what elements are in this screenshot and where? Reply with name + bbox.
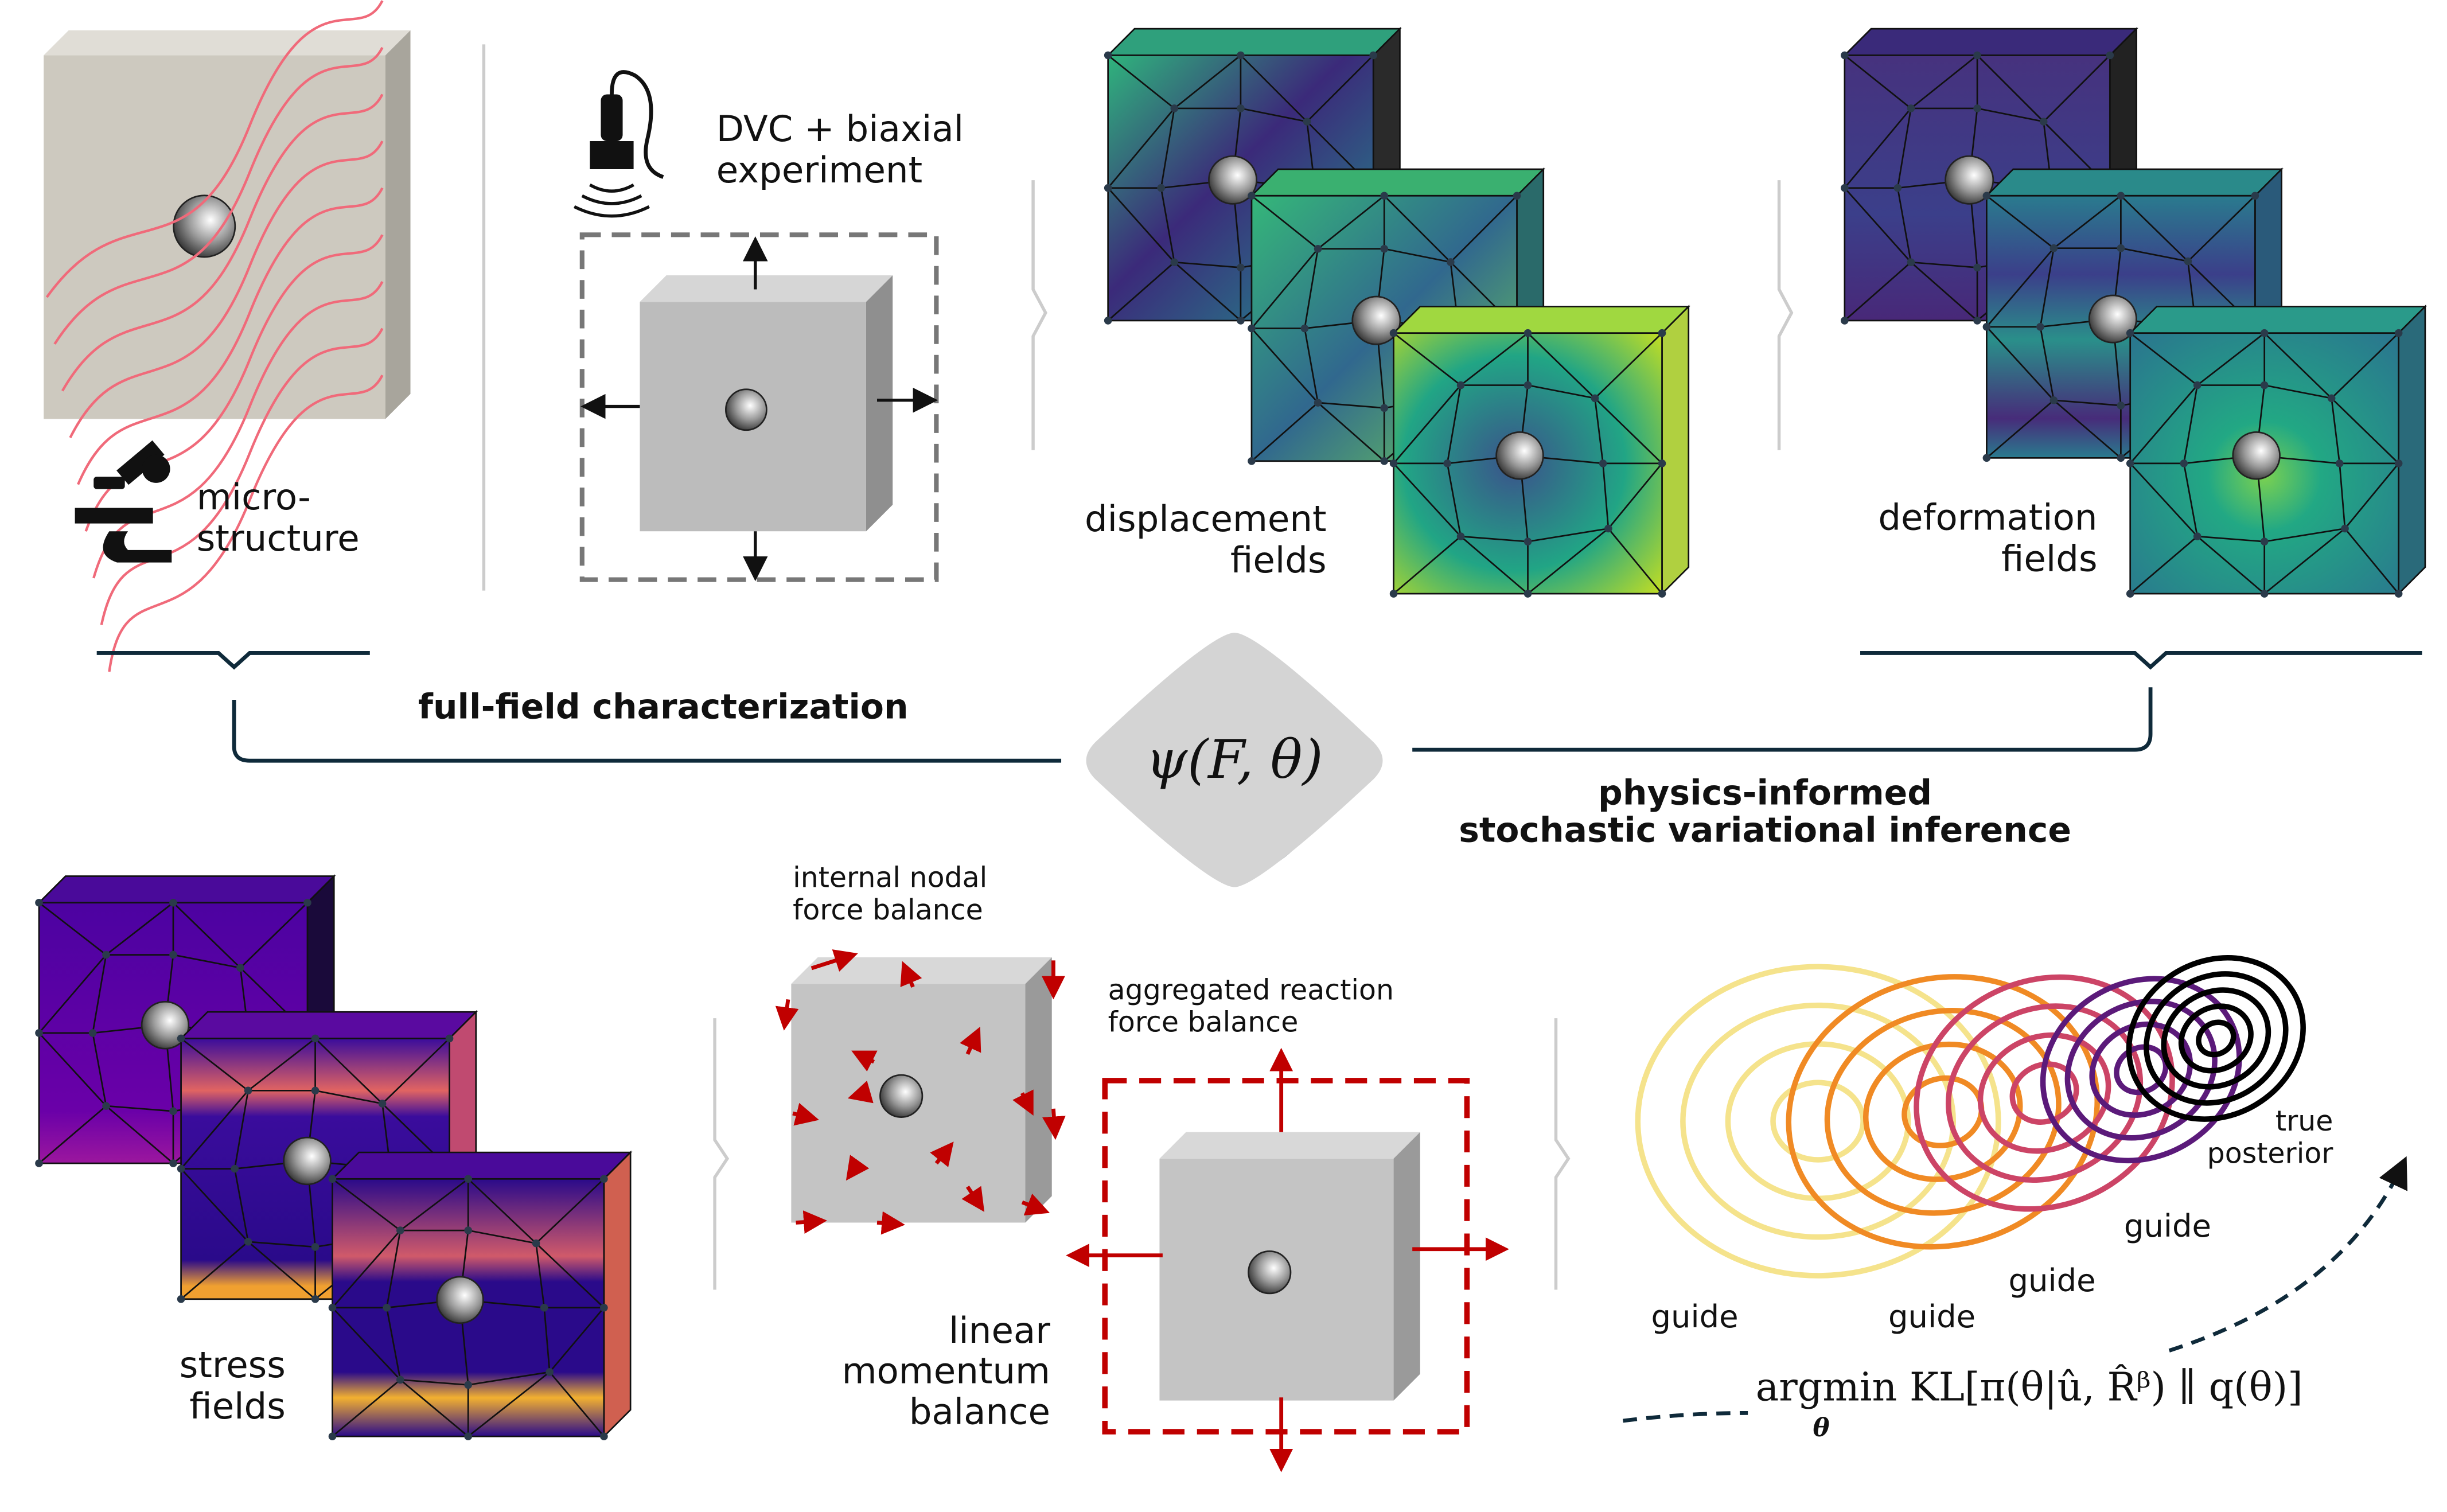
force-arrow (876, 1211, 905, 1235)
objective-formula: argmin KL[π(θ|û, R̂ᵝ) ∥ q(θ)] (1756, 1364, 2303, 1410)
full-field-label: full-field characterization (418, 687, 909, 727)
deformation-field-3 (2126, 305, 2427, 598)
streamline (69, 141, 384, 438)
contour (2064, 999, 2218, 1141)
pisvi-label: physics-informed (1598, 773, 1932, 813)
deformation-label: fields (2001, 537, 2098, 579)
internal-force-label: internal nodal (793, 862, 987, 894)
hole (436, 1276, 484, 1324)
deformation-label: deformation (1878, 497, 2097, 539)
streamline (53, 46, 384, 345)
microstructure-label: structure (197, 517, 360, 559)
stress-field-3 (328, 1150, 633, 1441)
force-arrow (851, 1050, 878, 1072)
aggregated-force-label: force balance (1108, 1006, 1299, 1039)
guide-label: guide (2124, 1207, 2211, 1244)
momentum-label: momentum (842, 1350, 1050, 1392)
reaction-force-specimen (1159, 1132, 1420, 1401)
force-arrow (1042, 1108, 1066, 1140)
stress-label: fields (189, 1385, 286, 1427)
microstructure-label: micro- (197, 476, 311, 518)
guide-label: guide (2008, 1262, 2095, 1299)
force-arrow (775, 999, 799, 1031)
experiment-label: DVC + biaxial (716, 108, 964, 150)
hole (725, 388, 767, 431)
force-arrow (792, 1102, 819, 1126)
ultrasound-probe-icon (573, 70, 664, 218)
streamline (77, 187, 384, 485)
hole (879, 1074, 924, 1118)
streamline (61, 93, 384, 392)
streamline (45, 0, 384, 298)
psi-diamond (1086, 633, 1383, 887)
force-arrow (961, 1186, 985, 1212)
displacement-label: fields (1230, 539, 1327, 581)
contour (2009, 1061, 2079, 1125)
contour (1824, 1007, 2062, 1216)
contour (2178, 1003, 2254, 1074)
force-arrows (775, 949, 1509, 1472)
displacement-label: displacement (1085, 498, 1327, 540)
force-arrow (1012, 1089, 1034, 1116)
force-arrow (847, 1081, 874, 1104)
objective-subscript: θ (1813, 1413, 1829, 1443)
microscope-icon (75, 440, 172, 563)
force-arrow (900, 961, 922, 988)
brackets (96, 651, 2422, 876)
force-arrow (930, 1141, 954, 1167)
hole (173, 194, 236, 258)
hole (141, 1001, 190, 1050)
momentum-label: linear (949, 1310, 1050, 1351)
contour (2126, 955, 2306, 1122)
true-posterior-label: posterior (2207, 1137, 2334, 1170)
force-arrow (1021, 1193, 1050, 1215)
hole (2088, 294, 2137, 344)
displacement-field-3 (1389, 305, 1691, 598)
experiment-label: experiment (716, 149, 922, 191)
internal-force-specimen (791, 957, 1052, 1223)
contour (1977, 1032, 2111, 1154)
pisvi-label: stochastic variational inference (1459, 810, 2071, 851)
posterior-contours (1635, 955, 2306, 1279)
hole (1248, 1250, 1292, 1295)
streamline (100, 328, 384, 625)
dashed-path (1623, 1163, 2403, 1423)
hole (1945, 155, 1994, 205)
loading-arrows (580, 236, 938, 582)
guide-label: guide (1651, 1298, 1738, 1335)
guide-label: guide (1888, 1298, 1975, 1335)
true-posterior-label: true (2275, 1105, 2333, 1137)
aggregated-force-label: aggregated reaction (1108, 973, 1394, 1006)
contour (1862, 1041, 2023, 1182)
force-arrow (845, 1155, 870, 1181)
contour (1770, 1080, 1866, 1163)
momentum-label: balance (909, 1390, 1050, 1432)
streamline (108, 375, 384, 672)
hole (283, 1136, 332, 1186)
hole (1208, 155, 1258, 205)
biaxial-specimen (640, 275, 893, 532)
contour (2161, 987, 2271, 1090)
psi-formula: ψ(F, θ) (1146, 728, 1323, 790)
hole (1351, 295, 1401, 345)
force-arrow (811, 949, 858, 972)
hole (2232, 431, 2281, 480)
deformation-field-2 (1982, 167, 2284, 462)
hole (1495, 431, 1544, 480)
contour (2040, 976, 2242, 1164)
separators (482, 44, 1794, 1290)
force-arrow (796, 1210, 827, 1234)
stress-label: stress (180, 1344, 286, 1386)
internal-force-label: force balance (793, 894, 983, 926)
contour (2196, 1019, 2236, 1058)
contour (1635, 964, 2001, 1279)
contour (2144, 971, 2289, 1106)
force-arrow (960, 1026, 981, 1055)
contour (1725, 1041, 1911, 1202)
